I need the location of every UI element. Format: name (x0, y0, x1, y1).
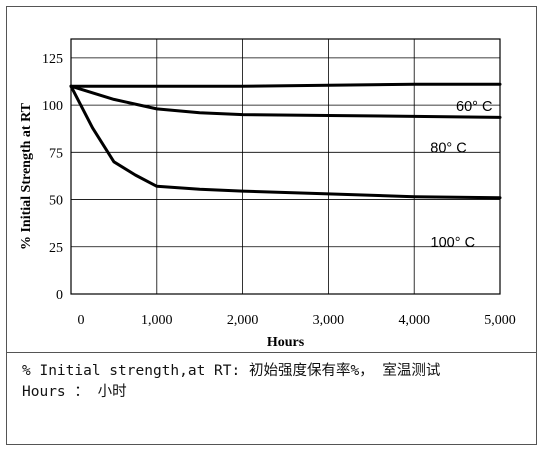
y-tick-label: 75 (49, 146, 63, 161)
series-line (69, 84, 502, 119)
y-tick-label: 50 (49, 194, 63, 209)
caption: % Initial strength,at RT: 初始强度保有率%， 室温测试… (6, 352, 537, 445)
y-tick-label: 100 (42, 99, 63, 114)
series-line (69, 82, 502, 88)
x-tick-label: 2,000 (227, 313, 259, 328)
figure-frame (6, 6, 537, 445)
x-tick-label: 0 (78, 313, 85, 328)
caption-line-hours: Hours ： 小时 (22, 384, 127, 400)
y-tick-label: 25 (49, 241, 63, 256)
x-tick-label: 4,000 (398, 313, 430, 328)
x-axis-label: Hours (267, 335, 305, 350)
series-label: 80° C (430, 140, 466, 156)
plot-area (70, 38, 501, 295)
series-lines (69, 82, 502, 200)
x-tick-label: 5,000 (484, 313, 516, 328)
caption-line-strength: % Initial strength,at RT: 初始强度保有率%， 室温测试 (22, 363, 441, 379)
x-tick-labels: 0 1,000 2,000 3,000 4,000 5,000 (78, 313, 516, 328)
y-tick-label: 125 (42, 52, 63, 67)
series-line (69, 84, 502, 200)
y-tick-labels: 0 25 50 75 100 125 (42, 52, 63, 303)
series-labels: 60° C 80° C 100° C (430, 99, 492, 251)
x-tick-label: 3,000 (313, 313, 345, 328)
y-axis-label: % Initial Strength at RT (19, 102, 34, 250)
y-tick-label: 0 (56, 288, 63, 303)
series-label: 60° C (456, 99, 492, 115)
series-label: 100° C (431, 235, 476, 251)
grid (71, 39, 500, 294)
x-tick-label: 1,000 (141, 313, 173, 328)
